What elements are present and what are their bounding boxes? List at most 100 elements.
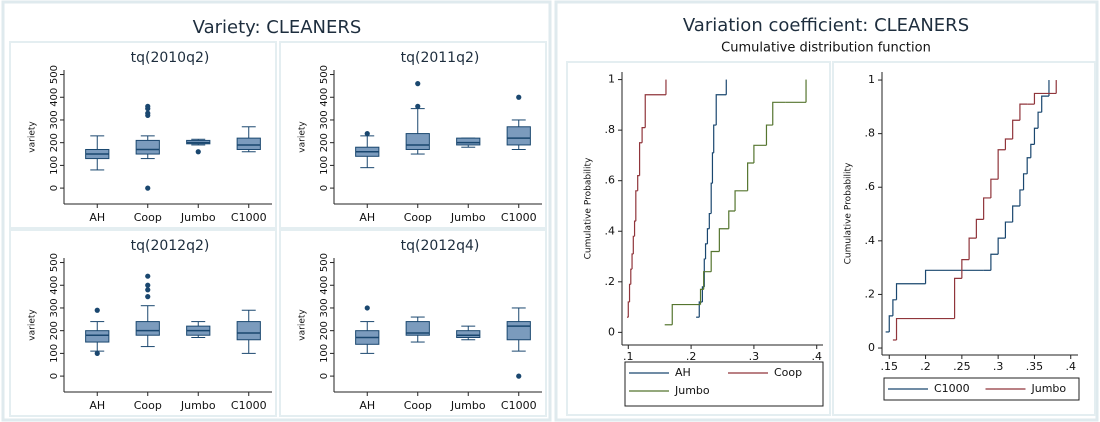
cdf-step bbox=[895, 283, 926, 300]
x-tick-label: Jumbo bbox=[180, 211, 216, 224]
cdf-step bbox=[632, 235, 635, 254]
cdf-step bbox=[961, 258, 970, 279]
outlier bbox=[516, 94, 522, 100]
outlier bbox=[145, 103, 151, 109]
cdf-step bbox=[637, 175, 640, 191]
y-tick-label: 100 bbox=[319, 344, 330, 363]
x-tick-label: Coop bbox=[134, 399, 162, 412]
x-tick-label: .2 bbox=[686, 350, 697, 363]
box bbox=[405, 321, 430, 336]
outlier bbox=[145, 185, 151, 191]
cdf-step bbox=[747, 162, 754, 191]
x-tick-label: .15 bbox=[881, 360, 899, 373]
cdf-step bbox=[753, 144, 767, 163]
panel-title: Variety: CLEANERS bbox=[193, 17, 362, 38]
x-tick-label: AH bbox=[359, 399, 375, 412]
y-tick-label: 1 bbox=[608, 73, 615, 86]
y-axis-label: variety bbox=[28, 309, 38, 341]
y-axis-label: Cumulative Probability bbox=[584, 157, 594, 259]
y-tick-label: 300 bbox=[319, 110, 330, 129]
y-tick-label: .4 bbox=[865, 234, 876, 247]
y-tick-label: .6 bbox=[605, 174, 616, 187]
box bbox=[236, 137, 261, 150]
cdf-step bbox=[888, 315, 893, 332]
cdf-step bbox=[997, 237, 1006, 255]
x-tick-label: Coop bbox=[134, 211, 162, 224]
cdf-step bbox=[953, 277, 962, 319]
cdf-step bbox=[715, 94, 727, 126]
y-tick-label: 500 bbox=[319, 253, 330, 272]
cdf-step bbox=[1037, 111, 1042, 129]
y-tick-label: .8 bbox=[865, 127, 876, 140]
box bbox=[506, 321, 531, 341]
y-tick-label: 100 bbox=[319, 156, 330, 175]
x-tick-label: Jumbo bbox=[450, 211, 486, 224]
cdf-step bbox=[708, 212, 712, 229]
outlier bbox=[364, 305, 370, 311]
outlier bbox=[145, 294, 151, 300]
box bbox=[135, 321, 160, 336]
legend-label: AH bbox=[675, 366, 691, 379]
y-tick-label: .2 bbox=[605, 275, 616, 288]
cdf-step bbox=[711, 152, 714, 184]
cdf-step bbox=[1012, 119, 1020, 139]
cdf-step bbox=[1004, 138, 1013, 150]
outlier bbox=[145, 282, 151, 288]
y-tick-label: 500 bbox=[49, 253, 60, 272]
y-tick-label: 300 bbox=[49, 110, 60, 129]
x-tick-label: C1000 bbox=[231, 399, 267, 412]
outlier bbox=[145, 273, 151, 279]
legend bbox=[883, 377, 1080, 401]
x-tick-label: .3 bbox=[749, 350, 760, 363]
outlier bbox=[415, 81, 421, 87]
y-tick-label: 500 bbox=[319, 65, 330, 84]
legend bbox=[624, 361, 824, 407]
y-tick-label: 400 bbox=[49, 276, 60, 295]
x-tick-label: .4 bbox=[1065, 360, 1076, 373]
y-axis-label: variety bbox=[28, 121, 38, 153]
cdf-step bbox=[671, 303, 701, 325]
cdf-step bbox=[895, 317, 955, 340]
cdf-step bbox=[924, 269, 984, 284]
cdf-step bbox=[644, 94, 666, 128]
y-tick-label: 200 bbox=[49, 321, 60, 340]
x-tick-label: Coop bbox=[404, 399, 432, 412]
y-tick-label: 100 bbox=[49, 344, 60, 363]
panel-subtitle: Cumulative distribution function bbox=[721, 41, 931, 56]
y-tick-label: 0 bbox=[868, 341, 875, 354]
y-tick-label: .8 bbox=[605, 123, 616, 136]
cdf-step bbox=[698, 301, 703, 318]
cdf-step bbox=[638, 142, 643, 176]
cdf-step bbox=[704, 243, 708, 260]
y-tick-label: 400 bbox=[49, 88, 60, 107]
cdf-step bbox=[713, 124, 717, 153]
cdf-step bbox=[990, 178, 999, 198]
x-tick-label: C1000 bbox=[501, 399, 537, 412]
cdf-step bbox=[1026, 157, 1031, 174]
cdf-step bbox=[728, 210, 736, 229]
y-tick-label: 200 bbox=[319, 321, 330, 340]
y-tick-label: 400 bbox=[319, 88, 330, 107]
y-tick-label: 200 bbox=[319, 133, 330, 152]
legend-label: Jumbo bbox=[1031, 382, 1067, 395]
x-tick-label: .3 bbox=[993, 360, 1004, 373]
y-axis-label: variety bbox=[298, 121, 308, 153]
cdf-step bbox=[703, 271, 712, 290]
x-tick-label: Jumbo bbox=[450, 399, 486, 412]
cdf-step bbox=[1030, 143, 1035, 158]
cdf-step bbox=[1041, 95, 1049, 113]
outlier bbox=[94, 307, 100, 313]
cdf-step bbox=[630, 268, 633, 285]
x-tick-label: Jumbo bbox=[180, 399, 216, 412]
cdf-step bbox=[983, 197, 991, 220]
legend-label: C1000 bbox=[934, 382, 970, 395]
box bbox=[506, 126, 531, 146]
y-tick-label: 0 bbox=[319, 185, 330, 191]
x-tick-label: AH bbox=[359, 211, 375, 224]
box bbox=[456, 330, 481, 338]
x-tick-label: .4 bbox=[811, 350, 822, 363]
x-tick-label: .1 bbox=[623, 350, 634, 363]
outlier bbox=[145, 287, 151, 293]
outlier bbox=[145, 110, 151, 116]
